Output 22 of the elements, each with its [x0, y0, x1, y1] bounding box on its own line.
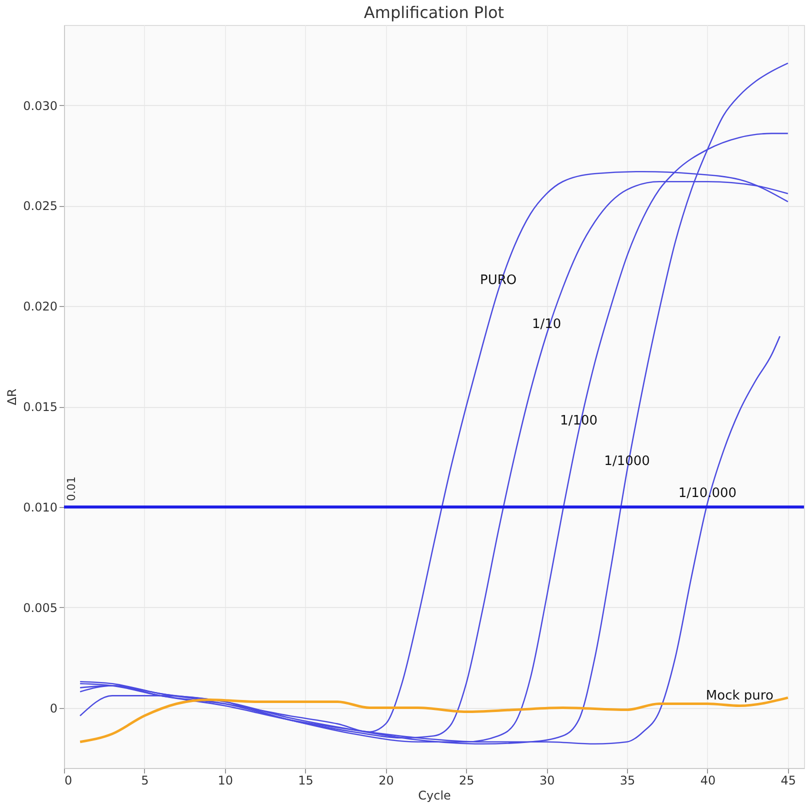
x-tick-label: 0 — [64, 774, 72, 788]
y-tick-label: 0.005 — [23, 600, 58, 615]
y-axis-title: ΔR — [5, 388, 20, 406]
ref-line-label: 0.01 — [65, 476, 78, 501]
x-tick-label: 10 — [218, 774, 234, 788]
x-tick-label: 25 — [459, 774, 474, 788]
x-tick-label: 5 — [141, 774, 149, 788]
x-tick-label: 40 — [700, 774, 716, 788]
x-tick-label: 15 — [298, 774, 314, 788]
annotation: Mock puro — [706, 688, 774, 704]
x-axis-title: Cycle — [418, 788, 451, 802]
x-tick-label: 35 — [620, 774, 636, 788]
y-tick-label: 0.020 — [23, 300, 58, 314]
chart-title: Amplification Plot — [364, 3, 504, 22]
y-tick-label: 0 — [50, 701, 58, 716]
x-tick-label: 20 — [378, 774, 394, 788]
x-tick-label: 45 — [780, 774, 796, 788]
y-tick-label: 0.025 — [23, 199, 58, 214]
x-tick-label: 30 — [539, 774, 555, 788]
y-tick-label: 0.010 — [23, 500, 58, 514]
y-tick-label: 0.015 — [23, 400, 58, 414]
y-tick-label: 0.030 — [23, 98, 58, 113]
